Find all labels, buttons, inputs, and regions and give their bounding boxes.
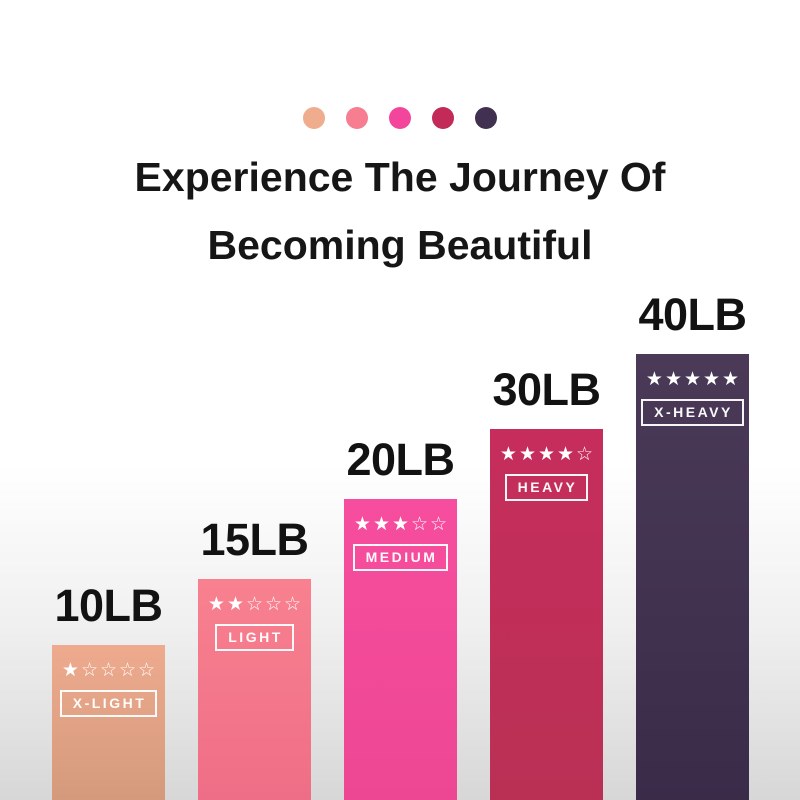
star-rating: ★★★★★ — [645, 369, 742, 390]
bar-weight-label: 10LB — [54, 580, 163, 631]
bar-group-40lb: 40LB ★★★★★ X-HEAVY — [636, 289, 749, 800]
star-rating: ★★★★☆ — [499, 444, 596, 465]
bar-group-20lb: 20LB ★★★☆☆ MEDIUM — [344, 434, 457, 800]
palette-dot-x-heavy — [475, 107, 497, 129]
star-rating: ★★☆☆☆ — [207, 594, 304, 615]
level-badge: X-LIGHT — [59, 690, 158, 717]
bar-30lb: ★★★★☆ HEAVY — [490, 429, 603, 800]
bar-weight-label: 30LB — [492, 364, 601, 415]
bar-group-10lb: 10LB ★☆☆☆☆ X-LIGHT — [52, 580, 165, 800]
palette-dot-heavy — [432, 107, 454, 129]
resistance-bar-chart: 10LB ★☆☆☆☆ X-LIGHT 15LB ★★☆☆☆ LIGHT 20LB… — [52, 289, 749, 800]
palette-dot-medium — [389, 107, 411, 129]
page-title: Experience The Journey Of Becoming Beaut… — [0, 143, 800, 279]
palette-dot-x-light — [303, 107, 325, 129]
bar-weight-label: 20LB — [346, 434, 455, 485]
bar-group-15lb: 15LB ★★☆☆☆ LIGHT — [198, 514, 311, 800]
star-rating: ★★★☆☆ — [353, 514, 450, 535]
bar-10lb: ★☆☆☆☆ X-LIGHT — [52, 645, 165, 800]
star-rating: ★☆☆☆☆ — [61, 660, 158, 681]
bar-weight-label: 15LB — [200, 514, 309, 565]
palette-dots — [303, 107, 497, 129]
level-badge: X-HEAVY — [641, 399, 744, 426]
bar-group-30lb: 30LB ★★★★☆ HEAVY — [490, 364, 603, 800]
page-title-line-2: Becoming Beautiful — [207, 222, 593, 268]
level-badge: MEDIUM — [352, 544, 449, 571]
bar-weight-label: 40LB — [638, 289, 747, 340]
level-badge: HEAVY — [504, 474, 589, 501]
bar-40lb: ★★★★★ X-HEAVY — [636, 354, 749, 800]
page-title-line-1: Experience The Journey Of — [134, 154, 666, 200]
palette-dot-light — [346, 107, 368, 129]
level-badge: LIGHT — [215, 624, 294, 651]
bar-20lb: ★★★☆☆ MEDIUM — [344, 499, 457, 800]
bar-15lb: ★★☆☆☆ LIGHT — [198, 579, 311, 800]
